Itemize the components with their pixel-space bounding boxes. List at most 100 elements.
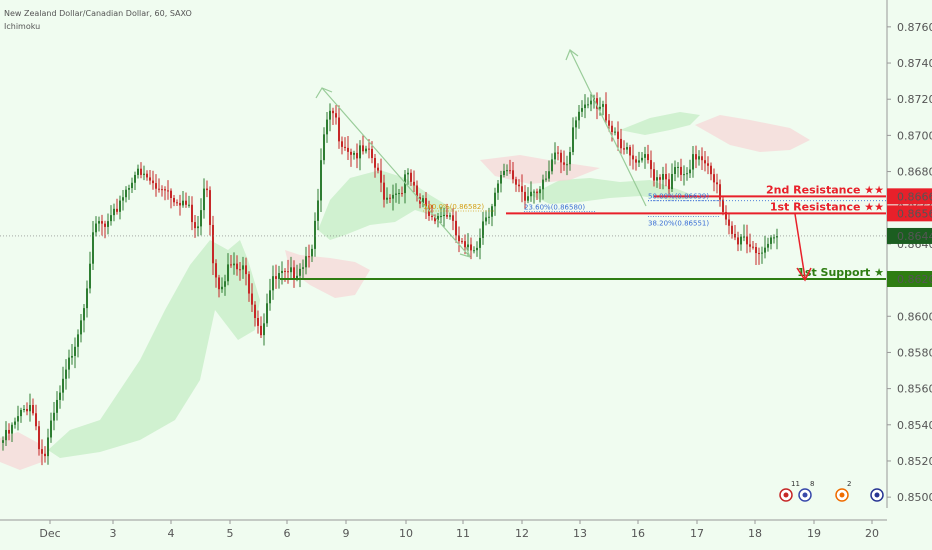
candle-body: [632, 155, 634, 160]
candle-body: [596, 98, 598, 109]
time-tick-label: 10: [399, 527, 413, 540]
candle-body: [224, 281, 226, 287]
candle-body: [638, 160, 640, 163]
candle-body: [452, 215, 454, 221]
candle-body: [230, 264, 232, 266]
candle-body: [557, 152, 559, 154]
price-tick-label: 0.87400: [897, 57, 932, 70]
candle-body: [248, 274, 250, 294]
candle-body: [614, 131, 616, 133]
candle-body: [497, 183, 499, 193]
candle-body: [755, 247, 757, 254]
candle-body: [269, 290, 271, 304]
candle-body: [362, 145, 364, 152]
candle-body: [695, 154, 697, 160]
candle-body: [758, 253, 760, 255]
indicator-label[interactable]: Ichimoku: [4, 22, 41, 31]
candle-body: [707, 163, 709, 166]
candle-body: [5, 429, 7, 441]
candle-body: [485, 217, 487, 222]
time-tick-label: 20: [865, 527, 879, 540]
event-badge-dot: [802, 492, 808, 498]
candle-body: [446, 214, 448, 217]
swing-line-2: [569, 49, 647, 207]
candle-body: [332, 110, 334, 114]
candle-body: [545, 178, 547, 180]
candle-body: [128, 188, 130, 190]
cloud-bull-1: [318, 170, 455, 240]
candle-body: [407, 172, 409, 175]
price-tick-label: 0.87600: [897, 21, 932, 34]
candle-body: [119, 200, 121, 212]
time-tick-label: 13: [573, 527, 587, 540]
candle-body: [200, 210, 202, 227]
candle-body: [395, 193, 397, 195]
candle-body: [749, 244, 751, 247]
candle-body: [425, 198, 427, 208]
candle-body: [20, 409, 22, 417]
candle-body: [581, 108, 583, 112]
candle-body: [764, 247, 766, 253]
time-axis[interactable]: Dec 3 4 5 6 9 10 11 12 13 16 17 18 19 20: [0, 519, 887, 540]
candle-body: [377, 167, 379, 171]
candle-body: [53, 412, 55, 421]
candle-body: [143, 173, 145, 175]
time-tick-label: 9: [343, 527, 350, 540]
candle-body: [740, 236, 742, 245]
candle-body: [554, 152, 556, 160]
candle-body: [473, 250, 475, 252]
candle-body: [215, 263, 217, 278]
candle-body: [521, 186, 523, 192]
candle-body: [692, 154, 694, 170]
candle-body: [167, 190, 169, 192]
candle-body: [104, 223, 106, 227]
candle-body: [566, 164, 568, 166]
candle-body: [716, 182, 718, 185]
candlestick-series: [2, 92, 778, 466]
candle-body: [482, 221, 484, 238]
candle-body: [239, 269, 241, 271]
price-tick-label: 0.86800: [897, 166, 932, 179]
candle-body: [278, 273, 280, 279]
candle-body: [767, 243, 769, 248]
candle-body: [590, 100, 592, 105]
candle-body: [68, 357, 70, 370]
candle-body: [467, 244, 469, 248]
candle-body: [665, 173, 667, 180]
ichimoku-cloud: [0, 112, 810, 470]
candle-body: [776, 236, 778, 238]
candle-body: [488, 216, 490, 218]
candle-body: [179, 202, 181, 206]
candle-body: [605, 104, 607, 121]
candle-body: [731, 225, 733, 234]
candle-body: [98, 221, 100, 224]
price-axis[interactable]: 0.85000 0.85200 0.85400 0.85600 0.85800 0.860…: [886, 0, 932, 508]
candle-body: [182, 200, 184, 206]
candle-body: [149, 177, 151, 181]
candle-body: [35, 413, 37, 427]
candle-body: [275, 276, 277, 279]
candle-body: [227, 264, 229, 282]
swing-line-1: [321, 87, 471, 258]
candle-body: [257, 317, 259, 326]
candle-body: [11, 424, 13, 434]
candle-body: [74, 346, 76, 356]
projection-arrow-line: [794, 213, 806, 279]
candle-body: [122, 197, 124, 201]
event-badges[interactable]: 11 8 2: [779, 480, 884, 502]
candle-body: [221, 286, 223, 290]
candle-body: [602, 104, 604, 107]
candle-body: [428, 207, 430, 216]
price-tick-label: 0.85000: [897, 491, 932, 504]
candle-body: [50, 420, 52, 438]
candle-body: [323, 134, 325, 161]
candle-body: [176, 202, 178, 204]
candle-body: [329, 110, 331, 120]
candle-body: [251, 293, 253, 305]
candle-body: [290, 267, 292, 273]
candle-body: [344, 146, 346, 148]
cloud-bear-0: [0, 432, 42, 470]
time-tick-label: 16: [631, 527, 645, 540]
candle-body: [65, 369, 67, 379]
